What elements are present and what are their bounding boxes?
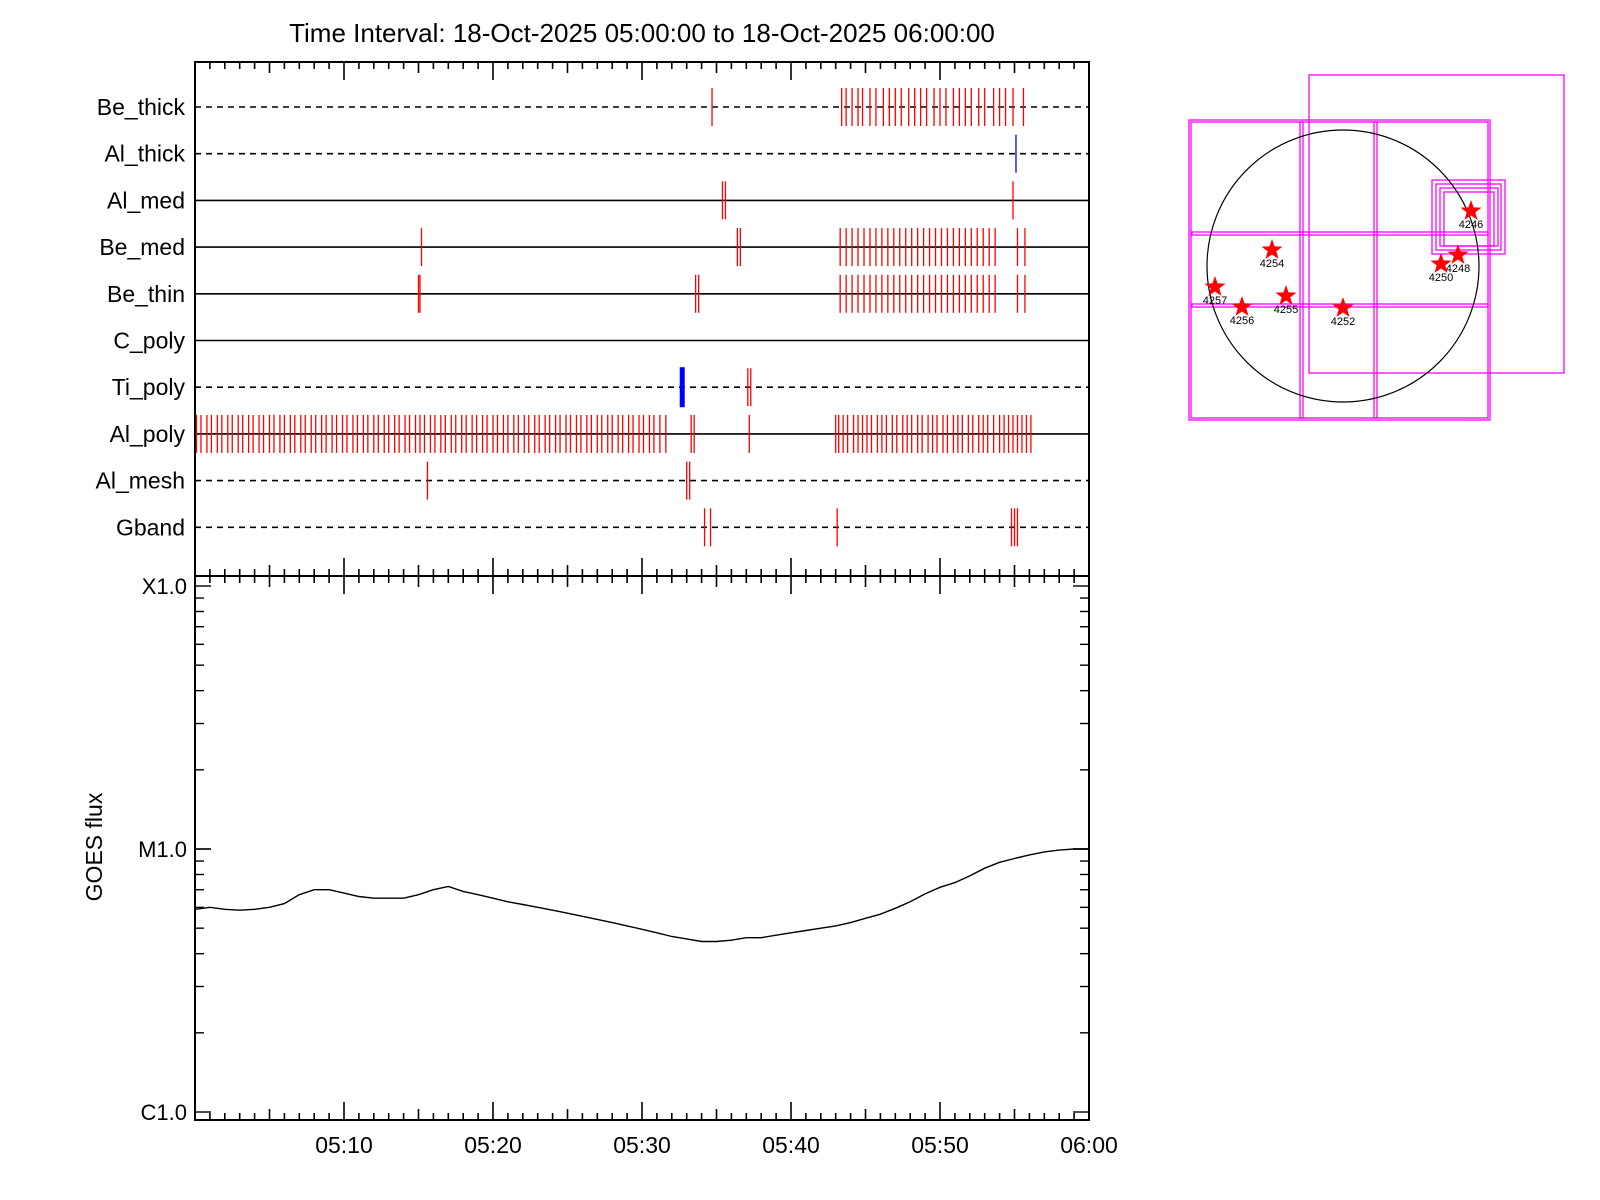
region-box (1299, 121, 1304, 419)
flux-x-tick-label: 05:40 (762, 1132, 820, 1158)
region-box (1188, 119, 1491, 421)
region-label: 4256 (1230, 315, 1254, 327)
region-label: 4255 (1274, 304, 1298, 316)
region-box (1439, 187, 1499, 247)
region-box (1190, 121, 1489, 419)
channel-label: Ti_poly (112, 374, 186, 400)
goes-flux-line (194, 848, 1089, 943)
solar-limb (1206, 129, 1480, 403)
region-label: 4257 (1203, 295, 1227, 307)
channel-label: Al_mesh (96, 468, 185, 494)
region-star-icon (1275, 285, 1297, 305)
region-label: 4254 (1260, 258, 1284, 270)
region-label: 4246 (1459, 219, 1483, 231)
channel-label: Al_poly (110, 421, 186, 447)
channel-label: Be_thin (107, 281, 185, 307)
region-star-icon (1231, 296, 1253, 316)
region-star-icon (1204, 276, 1226, 296)
channel-label: Gband (116, 514, 185, 540)
channel-label: C_poly (113, 328, 185, 354)
region-box (1373, 121, 1378, 419)
flux-x-tick-label: 05:50 (911, 1132, 969, 1158)
flux-frame (194, 575, 1090, 1121)
region-star-icon (1430, 253, 1452, 273)
region-star-icon (1447, 244, 1469, 264)
region-star-icon (1332, 297, 1354, 317)
flux-y-tick-label: M1.0 (138, 837, 187, 862)
channel-label: Be_med (99, 234, 185, 260)
event-timeline-panel: Be_thick Al_thick Al_med Be_med Be_thin C_pol… (96, 61, 1090, 577)
flux-y-tick-label: X1.0 (142, 574, 187, 599)
region-box (1308, 74, 1565, 374)
channel-label: Al_med (107, 187, 185, 213)
flux-x-tick-label: 05:30 (613, 1132, 671, 1158)
region-box (1191, 231, 1489, 236)
region-box (1443, 191, 1495, 247)
region-star-icon (1460, 200, 1482, 220)
chart-title: Time Interval: 18-Oct-2025 05:00:00 to 1… (289, 18, 995, 48)
region-label: 4248 (1446, 263, 1470, 275)
channel-label: Be_thick (97, 94, 186, 120)
flux-x-tick-label: 05:10 (315, 1132, 373, 1158)
channel-label: Al_thick (104, 141, 185, 167)
flux-y-tick-label: C1.0 (141, 1100, 187, 1125)
region-star-icon (1261, 239, 1283, 259)
flux-x-tick-label: 06:00 (1060, 1132, 1118, 1158)
region-label: 4250 (1429, 272, 1453, 284)
region-box (1435, 183, 1502, 251)
region-label: 4252 (1331, 316, 1355, 328)
flux-y-axis-label: GOES flux (81, 792, 107, 901)
timeline-frame (194, 61, 1090, 577)
goes-flux-panel: C1.0 M1.0 X1.0 GOES flux 05:10 05:20 05:30 05:4… (81, 574, 1118, 1158)
flux-x-tick-label: 05:20 (464, 1132, 522, 1158)
region-box (1431, 179, 1506, 255)
